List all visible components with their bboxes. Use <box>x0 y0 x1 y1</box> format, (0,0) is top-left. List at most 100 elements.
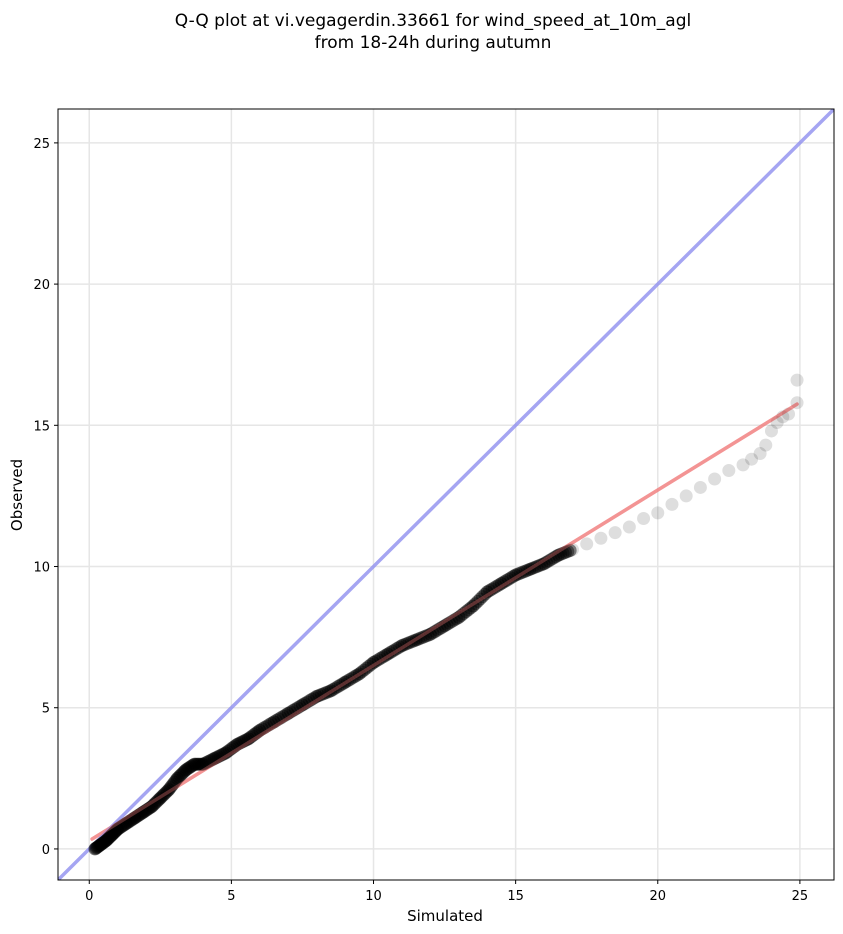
data-point <box>272 712 286 726</box>
plot-area <box>58 109 834 880</box>
data-point <box>622 520 636 534</box>
data-point <box>383 646 397 660</box>
data-point <box>395 639 409 653</box>
y-tick-label: 10 <box>33 561 50 576</box>
data-point <box>471 594 485 608</box>
data-point <box>412 632 426 646</box>
data-point <box>340 674 354 688</box>
data-point <box>457 607 471 621</box>
data-point <box>343 672 357 686</box>
data-point <box>782 407 796 421</box>
data-point <box>565 543 579 557</box>
x-tick-label: 5 <box>227 889 235 904</box>
data-point <box>324 684 338 698</box>
data-point <box>499 574 513 588</box>
data-point <box>452 610 466 624</box>
y-tick-label: 15 <box>33 419 50 434</box>
data-point <box>230 737 244 751</box>
data-point <box>253 723 267 737</box>
data-point <box>258 720 272 734</box>
data-point <box>286 704 300 718</box>
data-point <box>381 647 395 661</box>
data-point <box>196 757 210 771</box>
data-point <box>295 698 309 712</box>
data-point <box>770 415 784 429</box>
data-point <box>355 665 369 679</box>
data-point <box>281 706 295 720</box>
data-point <box>329 681 343 695</box>
data-point <box>267 715 281 729</box>
x-tick-label: 20 <box>649 889 666 904</box>
data-point <box>485 582 499 596</box>
data-point <box>269 713 283 727</box>
data-point <box>537 557 551 571</box>
data-point <box>483 584 497 598</box>
chart-title-line2: from 18-24h during autumn <box>315 33 552 53</box>
data-point <box>423 627 437 641</box>
y-tick-label: 5 <box>42 702 50 717</box>
data-point <box>207 752 221 766</box>
x-tick-label: 15 <box>507 889 524 904</box>
axis-ticks: 0 5 10 15 20 25 0 5 10 15 20 25 <box>33 137 808 904</box>
data-point <box>551 548 565 562</box>
fit-line-overlay <box>90 402 799 841</box>
data-point <box>776 410 790 424</box>
data-point <box>693 480 707 494</box>
data-point <box>494 576 508 590</box>
data-point <box>608 526 622 540</box>
grid <box>58 109 834 880</box>
data-point <box>511 567 525 581</box>
data-point <box>561 544 575 558</box>
data-point <box>554 547 568 561</box>
data-point <box>326 682 340 696</box>
data-point <box>428 624 442 638</box>
data-point <box>145 800 159 814</box>
x-axis-label: Simulated <box>407 907 483 925</box>
data-point <box>722 463 736 477</box>
data-point <box>665 497 679 511</box>
identity-line <box>58 109 834 880</box>
data-point <box>558 545 572 559</box>
plot-frame <box>57 108 835 881</box>
x-tick-label: 10 <box>365 889 382 904</box>
data-point <box>523 562 537 576</box>
data-point <box>759 438 773 452</box>
y-axis-label: Observed <box>8 459 26 531</box>
data-point <box>708 472 722 486</box>
data-point <box>162 783 176 797</box>
data-point <box>651 506 665 520</box>
data-point <box>736 458 750 472</box>
x-tick-label: 25 <box>792 889 809 904</box>
chart-title-line1: Q-Q plot at vi.vegagerdin.33661 for wind… <box>175 11 691 31</box>
data-point <box>764 424 778 438</box>
data-point <box>170 771 184 785</box>
data-point <box>556 546 570 560</box>
data-point <box>243 730 257 744</box>
data-point <box>790 373 804 387</box>
data-point <box>409 633 423 647</box>
data-point <box>539 555 553 569</box>
y-tick-label: 0 <box>42 843 50 858</box>
data-point <box>357 663 371 677</box>
data-point <box>300 695 314 709</box>
data-point <box>480 585 494 599</box>
data-point <box>542 554 556 568</box>
data-point <box>440 617 454 631</box>
data-point <box>637 512 651 526</box>
data-point <box>466 599 480 613</box>
data-point <box>163 781 177 795</box>
data-point <box>594 531 608 545</box>
data-point <box>397 638 411 652</box>
data-point <box>284 705 298 719</box>
data-point <box>312 688 326 702</box>
data-point <box>679 489 693 503</box>
data-point <box>497 575 511 589</box>
data-point <box>525 561 539 575</box>
data-point <box>426 626 440 640</box>
data-point <box>468 597 482 611</box>
data-point <box>745 452 759 466</box>
data-point <box>310 689 324 703</box>
data-point <box>454 608 468 622</box>
data-point <box>369 654 383 668</box>
data-point <box>219 746 233 760</box>
